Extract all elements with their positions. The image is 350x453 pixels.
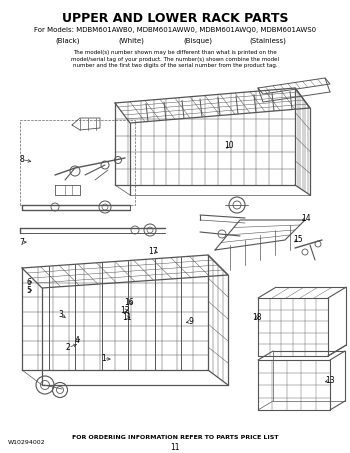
Text: 6: 6	[26, 278, 31, 287]
Text: 11: 11	[122, 313, 132, 322]
Text: W10294002: W10294002	[8, 440, 46, 445]
Text: 4: 4	[75, 336, 79, 345]
Text: 11: 11	[170, 443, 180, 452]
Text: 7: 7	[19, 238, 24, 247]
Text: For Models: MDBM601AWB0, MDBM601AWW0, MDBM601AWQ0, MDBM601AWS0: For Models: MDBM601AWB0, MDBM601AWW0, MD…	[34, 27, 316, 33]
Text: 1: 1	[101, 354, 106, 363]
Text: (Bisque): (Bisque)	[183, 38, 212, 44]
Text: The model(s) number shown may be different than what is printed on the
model/ser: The model(s) number shown may be differe…	[71, 50, 279, 68]
Text: 13: 13	[325, 376, 335, 385]
Text: (Stainless): (Stainless)	[250, 38, 286, 44]
Text: 2: 2	[66, 343, 71, 352]
Text: (Black): (Black)	[56, 38, 80, 44]
Text: (White): (White)	[118, 38, 144, 44]
Text: 15: 15	[293, 235, 303, 244]
Text: FOR ORDERING INFORMATION REFER TO PARTS PRICE LIST: FOR ORDERING INFORMATION REFER TO PARTS …	[72, 435, 278, 440]
Text: 9: 9	[188, 317, 193, 326]
Text: 18: 18	[252, 313, 262, 322]
Text: 3: 3	[59, 310, 64, 319]
Text: 10: 10	[224, 141, 234, 150]
Text: 16: 16	[125, 298, 134, 307]
Bar	[20, 120, 135, 205]
Text: 5: 5	[26, 286, 31, 295]
Text: 14: 14	[301, 214, 311, 223]
Text: UPPER AND LOWER RACK PARTS: UPPER AND LOWER RACK PARTS	[62, 12, 288, 25]
Text: 8: 8	[19, 155, 24, 164]
Text: 12: 12	[120, 306, 130, 315]
Text: 17: 17	[148, 247, 158, 256]
